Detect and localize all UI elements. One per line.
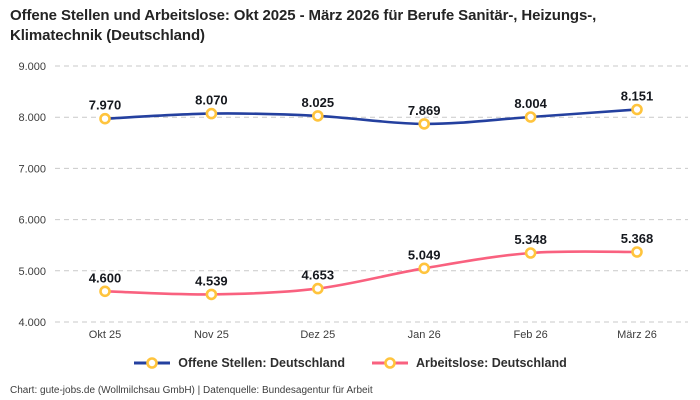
data-point-label: 8.025	[302, 95, 335, 110]
legend-label: Offene Stellen: Deutschland	[178, 356, 345, 370]
chart-title: Offene Stellen und Arbeitslose: Okt 2025…	[10, 7, 597, 44]
data-point-marker[interactable]	[311, 282, 324, 295]
data-point-label: 4.653	[302, 268, 335, 283]
x-axis-tick-label: Jan 26	[408, 329, 441, 341]
x-axis-tick-label: Okt 25	[89, 329, 121, 341]
data-point-marker[interactable]	[205, 288, 218, 301]
data-point-marker[interactable]	[631, 103, 643, 116]
y-axis-tick-label: 5.000	[18, 266, 46, 278]
data-point-label: 5.368	[621, 231, 654, 246]
data-point-marker[interactable]	[418, 118, 431, 130]
data-point-marker[interactable]	[524, 247, 537, 259]
legend-label: Arbeitslose: Deutschland	[415, 356, 567, 370]
line-chart-plot-area: 4.000 5.000 6.000 7.000 8.000 9.000 Okt 25 Nov …	[18, 61, 688, 341]
data-point-label: 4.539	[195, 273, 228, 288]
x-axis-tick-label: März 26	[617, 329, 657, 341]
data-point-marker[interactable]	[311, 110, 324, 122]
data-point-label: 7.869	[408, 103, 441, 118]
data-point-marker[interactable]	[99, 285, 111, 298]
legend-line-marker-icon	[371, 357, 408, 369]
data-point-marker[interactable]	[418, 262, 431, 275]
data-point-label: 4.600	[89, 270, 122, 285]
data-point-label: 8.004	[514, 96, 547, 111]
y-axis-tick-label: 6.000	[18, 215, 46, 227]
chart-legend: Offene Stellen: Deutschland Arbeitslose: …	[0, 356, 700, 370]
data-point-label: 5.049	[408, 247, 441, 262]
chart-source-caption: Chart: gute-jobs.de (Wollmilchsau GmbH) …	[10, 385, 373, 396]
x-axis-tick-label: Nov 25	[194, 329, 229, 341]
data-point-marker[interactable]	[205, 107, 218, 120]
data-point-label: 8.070	[195, 93, 228, 108]
x-axis-tick-label: Dez 25	[300, 329, 335, 341]
data-point-label: 5.348	[514, 232, 547, 247]
data-point-label: 8.151	[621, 89, 654, 104]
legend-item[interactable]: Offene Stellen: Deutschland	[133, 356, 345, 370]
series-line-offene_stellen	[103, 108, 639, 126]
data-point-marker[interactable]	[99, 112, 111, 125]
x-axis-tick-label: Feb 26	[513, 329, 547, 341]
y-axis-tick-label: 4.000	[18, 317, 46, 329]
y-axis-tick-label: 8.000	[18, 112, 46, 124]
data-point-marker[interactable]	[524, 111, 537, 123]
data-point-marker[interactable]	[631, 246, 643, 258]
legend-item[interactable]: Arbeitslose: Deutschland	[371, 356, 567, 370]
legend-line-marker-icon	[134, 357, 171, 369]
y-axis-tick-label: 7.000	[18, 163, 46, 175]
y-axis-tick-label: 9.000	[18, 61, 46, 73]
series-line-arbeitslose	[103, 250, 639, 296]
data-point-label: 7.970	[89, 98, 122, 113]
